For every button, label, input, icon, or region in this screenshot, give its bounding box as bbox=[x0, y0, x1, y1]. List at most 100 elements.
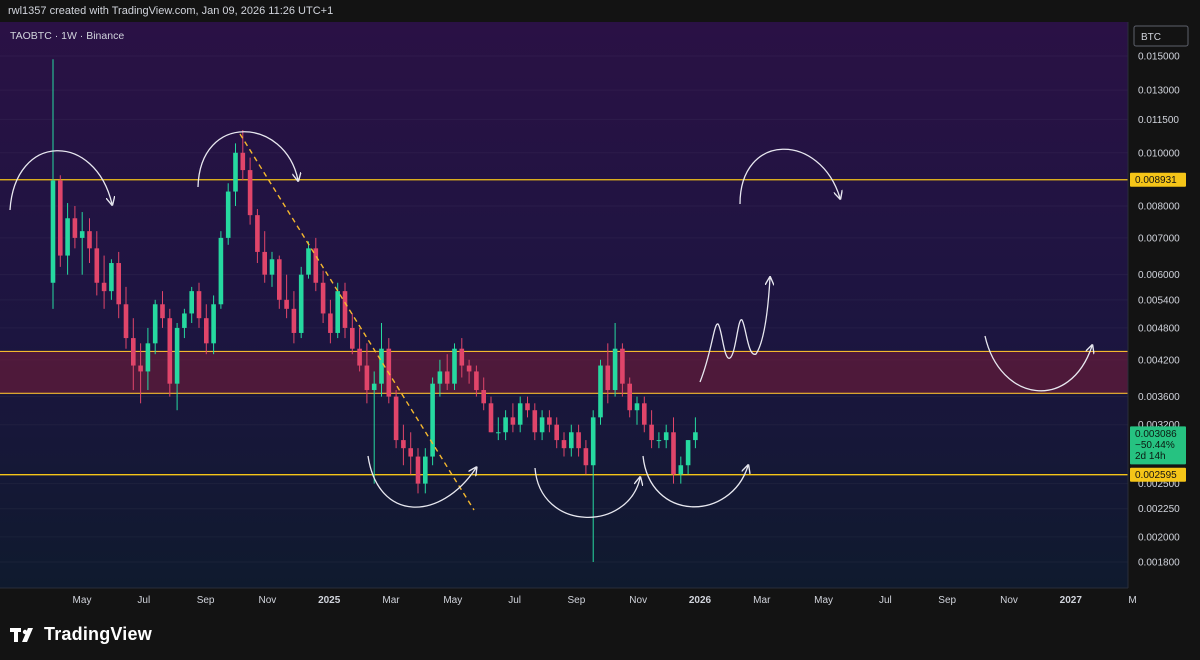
price-tick-label: 0.008000 bbox=[1138, 202, 1180, 213]
candle bbox=[225, 183, 231, 245]
candle-body bbox=[298, 274, 304, 333]
candle bbox=[620, 343, 625, 397]
candle-body bbox=[452, 348, 457, 384]
candle bbox=[371, 371, 377, 484]
projection-arc-zone bbox=[984, 335, 1092, 392]
candle bbox=[649, 410, 654, 449]
candle-body bbox=[240, 152, 246, 171]
candle bbox=[583, 440, 589, 475]
zone-fill bbox=[0, 351, 1128, 394]
candle bbox=[94, 231, 100, 296]
chart-canvas[interactable]: TAOBTC · 1W · Binance BTC 0.015000 0.0130… bbox=[0, 22, 1200, 610]
candle bbox=[474, 365, 479, 397]
candle-body bbox=[204, 318, 209, 344]
candle bbox=[189, 286, 194, 324]
candle bbox=[663, 424, 669, 449]
candle bbox=[561, 432, 567, 457]
descending-trendline bbox=[239, 133, 475, 511]
candle-body bbox=[247, 170, 253, 216]
candle-body bbox=[255, 215, 260, 252]
candle bbox=[182, 308, 187, 339]
level-price-tag bbox=[1130, 467, 1186, 482]
candle bbox=[590, 410, 596, 562]
price-tick-label: 0.010000 bbox=[1138, 148, 1180, 159]
candle bbox=[452, 343, 457, 391]
candle bbox=[364, 343, 370, 404]
candle-body bbox=[605, 365, 611, 391]
candle bbox=[262, 231, 267, 283]
tradingview-icon bbox=[10, 627, 33, 642]
candle bbox=[240, 130, 246, 181]
candle-body bbox=[612, 348, 618, 391]
candle-body bbox=[189, 291, 194, 314]
resistance-zone bbox=[0, 350, 1128, 394]
candle bbox=[605, 343, 611, 404]
time-axis[interactable] bbox=[0, 588, 1200, 610]
brand-name: TradingView bbox=[44, 624, 152, 644]
plot-background bbox=[0, 22, 1128, 588]
candle-body bbox=[685, 440, 691, 466]
price-tick-label: 0.006000 bbox=[1138, 270, 1180, 281]
candle bbox=[247, 157, 253, 225]
price-tick-label: 0.003200 bbox=[1138, 420, 1180, 431]
candle-body bbox=[569, 432, 574, 449]
bottom-arc-2 bbox=[534, 467, 640, 518]
candle-body bbox=[539, 417, 545, 433]
time-tick-label: Jul bbox=[879, 595, 892, 606]
candle-body bbox=[620, 348, 625, 384]
price-chart[interactable]: TAOBTC · 1W · Binance BTC 0.015000 0.0130… bbox=[0, 22, 1200, 610]
candle bbox=[320, 270, 326, 324]
candle-body bbox=[510, 417, 516, 425]
arc-arrow-2 bbox=[197, 131, 298, 188]
candle bbox=[255, 209, 260, 264]
candle bbox=[218, 231, 224, 309]
time-tick-label: Nov bbox=[1000, 595, 1018, 606]
candle-body bbox=[496, 432, 501, 434]
candle-body bbox=[87, 231, 92, 249]
price-tick-label: 0.005400 bbox=[1138, 295, 1180, 306]
candle bbox=[160, 291, 165, 328]
candle-body bbox=[488, 403, 494, 433]
candle bbox=[342, 282, 348, 339]
time-tick-label: Sep bbox=[938, 595, 956, 606]
candle-body bbox=[306, 248, 311, 275]
time-tick-label: M bbox=[1128, 595, 1136, 606]
price-axis[interactable] bbox=[1128, 22, 1200, 588]
price-tick-label: 0.002250 bbox=[1138, 504, 1180, 515]
candle bbox=[656, 432, 662, 449]
candle bbox=[357, 327, 362, 372]
candle-body bbox=[466, 365, 472, 372]
time-tick-label: 2026 bbox=[689, 595, 712, 606]
candle-body bbox=[269, 259, 275, 275]
candle-body bbox=[678, 465, 684, 475]
currency-box[interactable] bbox=[1133, 25, 1189, 47]
candle-body bbox=[642, 403, 647, 425]
tradingview-logo[interactable]: TradingView bbox=[10, 624, 152, 645]
candle-body bbox=[393, 396, 399, 441]
candle bbox=[496, 417, 501, 441]
candle-body bbox=[415, 456, 421, 484]
candle-body bbox=[328, 313, 333, 333]
candle bbox=[298, 266, 304, 339]
last-price-tag-line: −50.44% bbox=[1135, 440, 1175, 451]
candle-body bbox=[437, 371, 443, 384]
candle bbox=[430, 377, 435, 466]
currency-label: BTC bbox=[1141, 32, 1161, 43]
candle bbox=[671, 417, 676, 484]
candle bbox=[233, 143, 238, 207]
time-tick-labels: May Jul Sep Nov 2025 Mar May Jul Sep Nov 2026 Mar Ma… bbox=[73, 595, 1137, 606]
footer: TradingView bbox=[0, 610, 1200, 660]
candle-body bbox=[58, 180, 63, 256]
candle-body bbox=[101, 282, 107, 292]
candle bbox=[269, 251, 275, 287]
price-tick-label: 0.003600 bbox=[1138, 392, 1180, 403]
candle bbox=[204, 304, 209, 355]
candle bbox=[65, 203, 70, 275]
candle-body bbox=[561, 440, 567, 449]
candle bbox=[532, 403, 538, 441]
candle-body bbox=[350, 327, 355, 349]
candle-body bbox=[430, 383, 435, 457]
candle-body bbox=[109, 263, 114, 292]
price-tick-label: 0.002000 bbox=[1138, 532, 1180, 543]
candle bbox=[444, 354, 450, 391]
